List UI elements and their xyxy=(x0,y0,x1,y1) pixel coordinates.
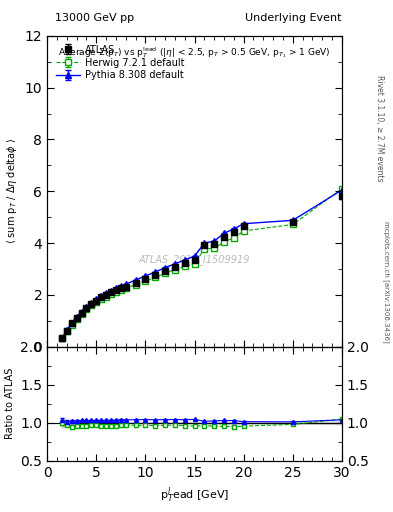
Text: mcplots.cern.ch [arXiv:1306.3436]: mcplots.cern.ch [arXiv:1306.3436] xyxy=(383,221,390,343)
X-axis label: p$_{T}^{l}$ead [GeV]: p$_{T}^{l}$ead [GeV] xyxy=(160,485,229,505)
Text: Underlying Event: Underlying Event xyxy=(245,13,342,23)
Legend: ATLAS, Herwig 7.2.1 default, Pythia 8.308 default: ATLAS, Herwig 7.2.1 default, Pythia 8.30… xyxy=(52,40,189,84)
Text: ATLAS_2017_I1509919: ATLAS_2017_I1509919 xyxy=(139,254,250,265)
Y-axis label: $\langle$ sum p$_{T}$ / $\Delta\eta$ delta$\phi$ $\rangle$: $\langle$ sum p$_{T}$ / $\Delta\eta$ del… xyxy=(5,138,19,244)
Text: Average $\Sigma$(p$_{T}$) vs p$_{T}^{\mathrm{lead}}$ ($|\eta|$ < 2.5, p$_{T}$ > : Average $\Sigma$(p$_{T}$) vs p$_{T}^{\ma… xyxy=(58,45,331,60)
Text: Rivet 3.1.10, ≥ 2.7M events: Rivet 3.1.10, ≥ 2.7M events xyxy=(375,75,384,181)
Y-axis label: Ratio to ATLAS: Ratio to ATLAS xyxy=(5,368,15,439)
Text: 13000 GeV pp: 13000 GeV pp xyxy=(55,13,134,23)
